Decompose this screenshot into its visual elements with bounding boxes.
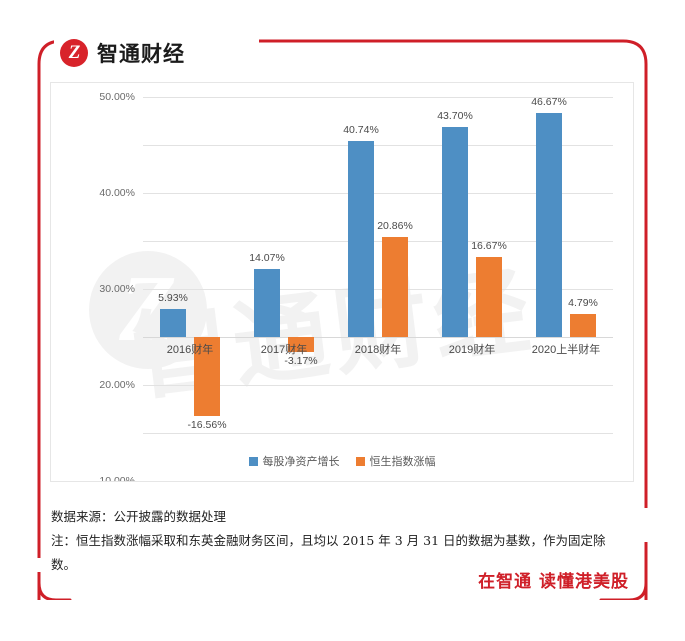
- y-axis-tick-label: 30.00%: [99, 283, 135, 295]
- bar-value-label: 4.79%: [568, 297, 598, 309]
- legend-label: 每股净资产增长: [262, 456, 340, 468]
- bar-value-label: 5.93%: [158, 291, 188, 304]
- gridline: 20.00%: [99, 241, 613, 391]
- legend-item[interactable]: 恒生指数涨幅: [355, 453, 436, 469]
- bar-value-label: -3.17%: [284, 355, 318, 368]
- gridline: -20.00%: [143, 433, 613, 434]
- bar-value-label: -16.56%: [187, 419, 227, 432]
- y-axis-tick-label: 10.00%: [99, 475, 135, 482]
- bar-group: 43.70% 16.67% 2019财年: [425, 97, 519, 433]
- bar-orange[interactable]: [476, 256, 502, 337]
- bar-value-label: 46.67%: [531, 95, 567, 108]
- bar-orange[interactable]: [382, 236, 408, 337]
- bar-value-label: 20.86%: [377, 219, 413, 232]
- gridline: 10.00%: [99, 289, 613, 481]
- gridline: 50.00%: [99, 91, 613, 103]
- plot-area: -20.00% -10.00% 0.00% 10.00% 20.00% 30.00% 40.…: [99, 91, 613, 481]
- bar-orange[interactable]: [570, 314, 596, 337]
- legend-swatch-icon: [355, 456, 365, 466]
- bar-orange[interactable]: [194, 337, 220, 417]
- bar-value-label: 14.07%: [249, 252, 285, 265]
- x-axis-category-label: 2018财年: [354, 344, 402, 356]
- gridline: -10.00%: [143, 385, 613, 386]
- gridline: 30.00%: [99, 193, 613, 295]
- x-axis-category-label: 2020上半财年: [531, 344, 601, 356]
- bar-orange[interactable]: [288, 337, 314, 353]
- x-axis-category-label: 2019财年: [448, 344, 496, 356]
- gridline: 40.00%: [99, 145, 613, 199]
- y-axis-tick-label: 40.00%: [99, 187, 135, 199]
- bar-value-label: 16.67%: [471, 239, 507, 252]
- legend-swatch-icon: [248, 456, 258, 466]
- brand-title: 智通财经: [97, 42, 185, 66]
- zhitong-logo-icon: Z: [60, 39, 88, 67]
- data-source-line: 数据来源：公开披露的数据处理: [51, 509, 227, 524]
- bar-value-label: 43.70%: [437, 110, 473, 123]
- slogan: 在智通 读懂港美股: [478, 572, 629, 592]
- bar-blue[interactable]: [348, 141, 374, 337]
- y-axis-tick-label: 20.00%: [99, 379, 135, 391]
- bar-blue[interactable]: [254, 269, 280, 337]
- bar-blue[interactable]: [536, 112, 562, 337]
- gridline: 0.00%: [143, 337, 613, 338]
- bar-group: 46.67% 4.79% 2020上半财年: [519, 96, 613, 433]
- bar-value-label: 40.74%: [343, 124, 379, 137]
- bar-group: 5.93% -16.56% 2016财年: [143, 97, 237, 433]
- legend-label: 恒生指数涨幅: [369, 456, 436, 468]
- x-axis-category-label: 2017财年: [260, 344, 308, 356]
- bar-blue[interactable]: [160, 308, 186, 337]
- bar-group: 14.07% -3.17% 2017财年: [237, 97, 331, 433]
- note-line: 注：恒生指数涨幅采取和东英金融财务区间，且均以 2015 年 3 月 31 日的…: [51, 533, 606, 572]
- chart-container: Z 智通财经 -20.00%-10.00%0.00%10.00%20.00%30…: [50, 82, 634, 482]
- footnotes: 数据来源：公开披露的数据处理 注：恒生指数涨幅采取和东英金融财务区间，且均以 2…: [51, 505, 621, 577]
- chart-legend: 每股净资产增长 恒生指数涨幅: [51, 453, 633, 469]
- y-axis-tick-label: 50.00%: [99, 91, 135, 103]
- legend-item[interactable]: 每股净资产增长: [248, 453, 340, 469]
- brand-header: Z 智通财经: [60, 33, 185, 73]
- x-axis-category-label: 2016财年: [166, 344, 214, 356]
- bar-blue[interactable]: [442, 127, 468, 337]
- bar-group: 40.74% 20.86% 2018财年: [331, 97, 425, 433]
